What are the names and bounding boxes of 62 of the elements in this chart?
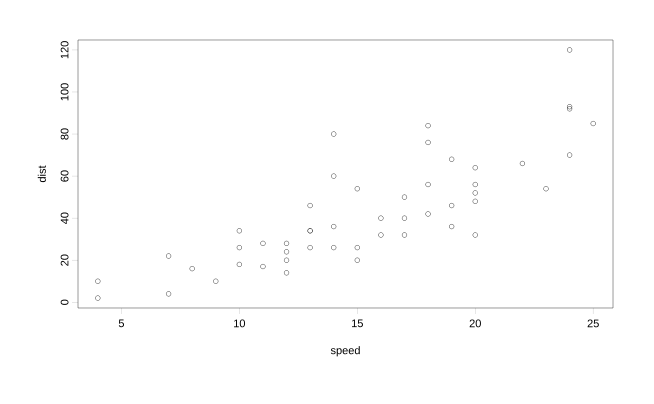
point: [425, 182, 431, 188]
point: [472, 232, 478, 238]
point: [284, 258, 290, 263]
point: [590, 120, 596, 126]
point: [425, 140, 431, 146]
y-tick-label: 0: [60, 300, 68, 305]
point: [567, 47, 572, 53]
x-tick-label: 15: [352, 320, 363, 328]
x-tick-label: 25: [588, 320, 599, 328]
point: [213, 278, 218, 284]
point: [331, 245, 336, 250]
point: [378, 216, 384, 221]
point: [166, 253, 172, 259]
point: [284, 240, 290, 246]
point: [308, 245, 313, 250]
point: [354, 245, 360, 250]
point: [284, 249, 290, 254]
point: [567, 104, 572, 110]
point: [449, 156, 454, 162]
point: [95, 278, 100, 284]
point: [472, 198, 478, 204]
point: [354, 258, 360, 263]
point: [402, 194, 408, 200]
point: [472, 190, 478, 196]
point: [543, 186, 549, 192]
point: [95, 295, 100, 301]
point: [472, 165, 478, 170]
point: [331, 174, 336, 179]
point: [236, 262, 242, 268]
point: [331, 131, 336, 137]
point: [472, 182, 478, 188]
point: [260, 240, 266, 246]
point: [520, 160, 526, 166]
x-tick-label: 20: [470, 320, 481, 328]
x-tick-label: 10: [234, 320, 246, 328]
point: [190, 266, 195, 272]
y-tick-label: 20: [60, 254, 68, 266]
point: [425, 211, 431, 217]
x-axis-title: speed: [330, 346, 360, 356]
point: [449, 202, 454, 208]
y-tick-label: 100: [60, 83, 68, 100]
point: [402, 216, 408, 221]
point: [331, 224, 336, 230]
point: [308, 202, 313, 208]
y-tick-label: 40: [60, 212, 68, 224]
point: [236, 228, 242, 234]
point: [236, 245, 242, 250]
point: [567, 152, 572, 158]
x-tick-label: 5: [118, 320, 124, 328]
y-tick-label: 60: [60, 170, 68, 182]
point: [354, 186, 360, 192]
point: [402, 232, 408, 238]
point: [449, 224, 454, 230]
point: [425, 123, 431, 128]
y-tick-label: 120: [60, 41, 68, 58]
point: [567, 106, 572, 112]
point: [166, 291, 172, 296]
point: [284, 270, 290, 276]
y-axis-title: dist: [38, 166, 46, 182]
y-tick-label: 80: [60, 128, 68, 140]
point: [378, 232, 384, 238]
point: [260, 264, 266, 270]
